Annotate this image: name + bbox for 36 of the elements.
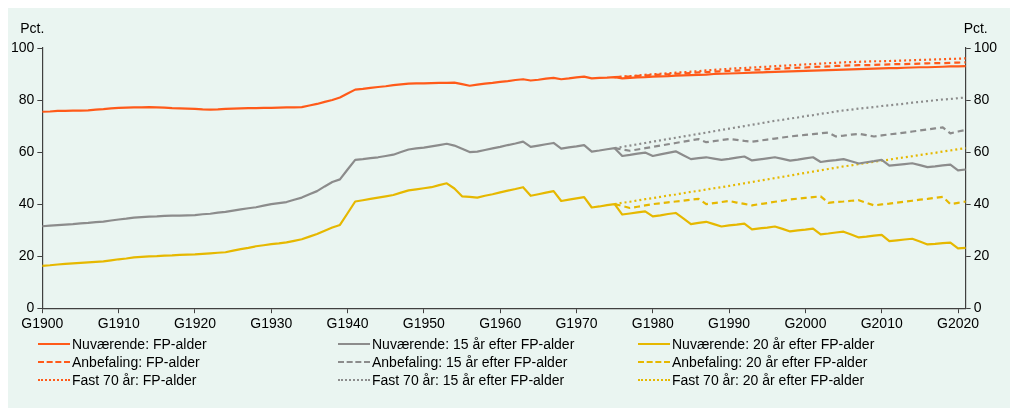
y2-axis-title: Pct.	[963, 19, 988, 36]
legend-label: Anbefaling: 20 år efter FP-alder	[672, 354, 868, 370]
y2-tick-label: 80	[973, 90, 990, 107]
y2-tick-label: 0	[973, 299, 982, 316]
x-tick-label: G1990	[708, 315, 751, 332]
y2-tick-label: 100	[973, 38, 998, 55]
x-tick-label: G1930	[250, 315, 293, 332]
x-tick-label: G1900	[21, 315, 64, 332]
legend-label: Nuværende: 20 år efter FP-alder	[672, 336, 875, 352]
legend-label: Fast 70 år: 15 år efter FP-alder	[372, 372, 565, 388]
x-tick-label: G1950	[402, 315, 446, 332]
x-tick-label: G1980	[631, 315, 675, 332]
legend-label: Anbefaling: FP-alder	[72, 354, 200, 370]
y-tick-label: 100	[11, 38, 35, 55]
y2-tick-label: 40	[973, 194, 990, 211]
legend-label: Fast 70 år: FP-alder	[72, 372, 197, 388]
y2-tick-label: 60	[973, 142, 990, 159]
x-tick-label: G1970	[555, 315, 598, 332]
x-tick-label: G1940	[326, 315, 369, 332]
x-tick-label: G1960	[479, 315, 522, 332]
x-tick-label: G1920	[173, 315, 217, 332]
legend-label: Nuværende: FP-alder	[72, 336, 207, 352]
y-tick-label: 0	[26, 299, 35, 316]
legend-label: Fast 70 år: 20 år efter FP-alder	[672, 372, 865, 388]
y2-tick-label: 20	[973, 247, 990, 264]
x-tick-label: G1910	[97, 315, 140, 332]
x-tick-label: G2010	[860, 315, 903, 332]
y-tick-label: 80	[18, 90, 35, 107]
y-axis-title: Pct.	[20, 19, 45, 36]
y-tick-label: 20	[18, 247, 35, 264]
legend-label: Nuværende: 15 år efter FP-alder	[372, 336, 575, 352]
y-tick-label: 60	[18, 142, 35, 159]
y-tick-label: 40	[18, 194, 35, 211]
x-tick-label: G2020	[936, 315, 980, 332]
legend-label: Anbefaling: 15 år efter FP-alder	[372, 354, 568, 370]
x-tick-label: G2000	[784, 315, 827, 332]
